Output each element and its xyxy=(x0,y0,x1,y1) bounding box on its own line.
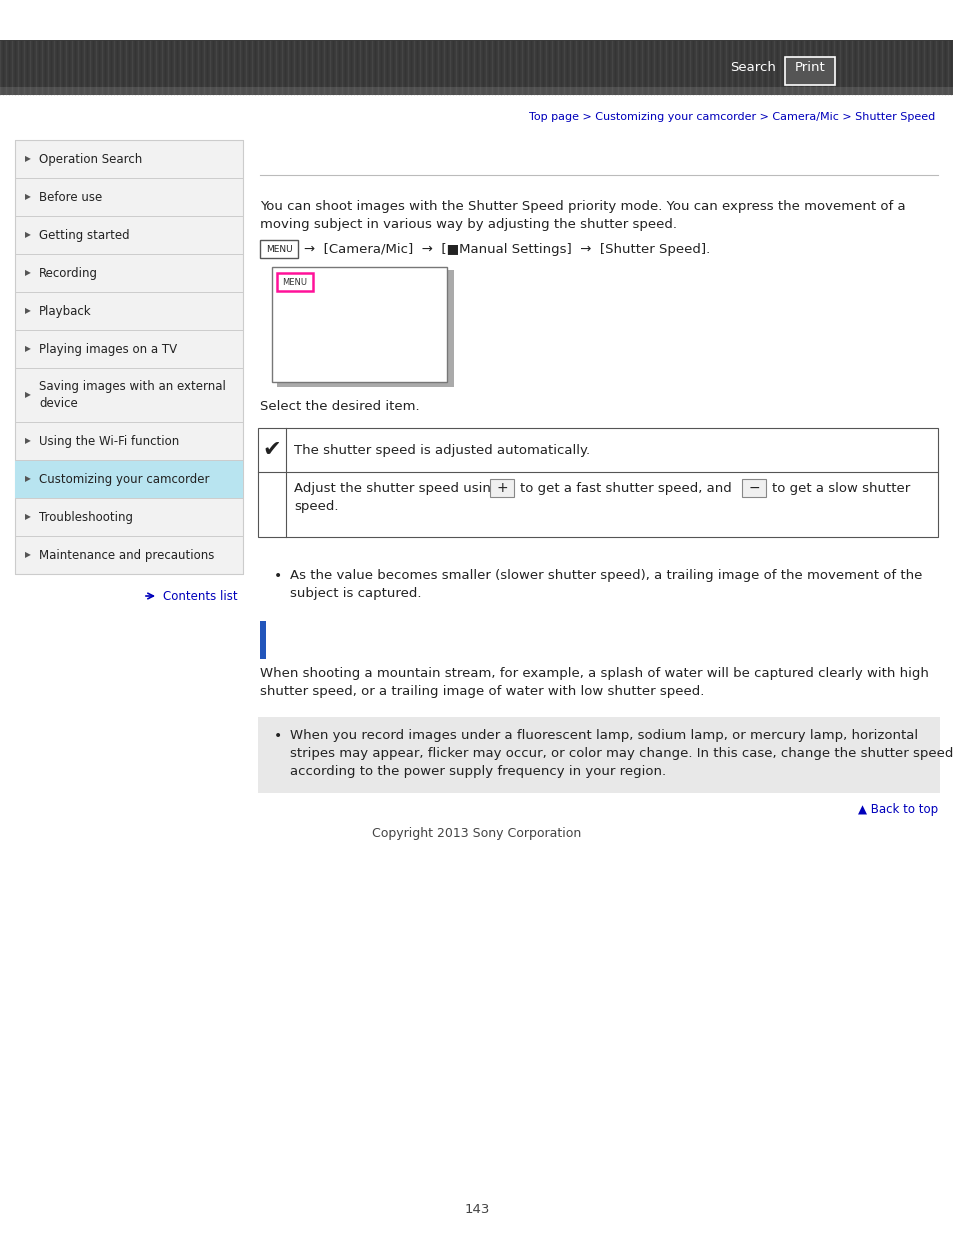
Bar xyxy=(272,267,447,382)
Text: shutter speed, or a trailing image of water with low shutter speed.: shutter speed, or a trailing image of wa… xyxy=(260,685,703,698)
Bar xyxy=(784,57,834,85)
Text: ▶: ▶ xyxy=(25,231,30,240)
Text: +: + xyxy=(496,480,507,495)
Text: Contents list: Contents list xyxy=(163,589,237,603)
Text: ▶: ▶ xyxy=(25,436,30,446)
Text: ▶: ▶ xyxy=(25,474,30,483)
Text: Saving images with an external
device: Saving images with an external device xyxy=(39,380,226,410)
Text: Operation Search: Operation Search xyxy=(39,152,142,165)
Text: Recording: Recording xyxy=(39,267,98,279)
Text: The shutter speed is adjusted automatically.: The shutter speed is adjusted automatica… xyxy=(294,443,590,457)
Text: Select the desired item.: Select the desired item. xyxy=(260,400,419,412)
Text: ▶: ▶ xyxy=(25,154,30,163)
Bar xyxy=(15,140,243,574)
Text: speed.: speed. xyxy=(294,499,338,513)
Text: Playing images on a TV: Playing images on a TV xyxy=(39,342,177,356)
Bar xyxy=(490,479,514,496)
Text: ▶: ▶ xyxy=(25,513,30,521)
Text: moving subject in various way by adjusting the shutter speed.: moving subject in various way by adjusti… xyxy=(260,219,677,231)
Bar xyxy=(257,718,939,793)
Text: Using the Wi-Fi function: Using the Wi-Fi function xyxy=(39,435,179,447)
Text: Troubleshooting: Troubleshooting xyxy=(39,510,132,524)
Text: Before use: Before use xyxy=(39,190,102,204)
Text: stripes may appear, flicker may occur, or color may change. In this case, change: stripes may appear, flicker may occur, o… xyxy=(290,747,952,760)
Text: Playback: Playback xyxy=(39,305,91,317)
Text: ▲ Back to top: ▲ Back to top xyxy=(857,803,937,815)
Bar xyxy=(276,270,454,387)
Text: subject is captured.: subject is captured. xyxy=(290,587,421,600)
Bar xyxy=(0,40,953,95)
Text: 143: 143 xyxy=(464,1203,489,1216)
Text: Top page > Customizing your camcorder > Camera/Mic > Shutter Speed: Top page > Customizing your camcorder > … xyxy=(528,112,934,122)
Text: to get a slow shutter: to get a slow shutter xyxy=(771,482,909,494)
Text: ▶: ▶ xyxy=(25,390,30,399)
Text: ▶: ▶ xyxy=(25,306,30,315)
Bar xyxy=(257,429,937,537)
Bar xyxy=(741,479,765,496)
Text: ▶: ▶ xyxy=(25,193,30,201)
Text: Copyright 2013 Sony Corporation: Copyright 2013 Sony Corporation xyxy=(372,827,581,841)
Text: You can shoot images with the Shutter Speed priority mode. You can express the m: You can shoot images with the Shutter Sp… xyxy=(260,200,904,212)
Text: →  [Camera/Mic]  →  [■Manual Settings]  →  [Shutter Speed].: → [Camera/Mic] → [■Manual Settings] → [S… xyxy=(304,242,709,256)
Text: •: • xyxy=(274,729,282,743)
Bar xyxy=(276,273,313,291)
Text: ▶: ▶ xyxy=(25,551,30,559)
Text: to get a fast shutter speed, and: to get a fast shutter speed, and xyxy=(519,482,731,494)
Text: When you record images under a fluorescent lamp, sodium lamp, or mercury lamp, h: When you record images under a fluoresce… xyxy=(290,729,917,742)
Text: MENU: MENU xyxy=(265,245,292,253)
Text: MENU: MENU xyxy=(282,278,307,287)
Text: Search: Search xyxy=(729,61,775,74)
Bar xyxy=(15,459,243,498)
Text: ✔: ✔ xyxy=(262,440,281,459)
Text: As the value becomes smaller (slower shutter speed), a trailing image of the mov: As the value becomes smaller (slower shu… xyxy=(290,569,922,582)
Text: Customizing your camcorder: Customizing your camcorder xyxy=(39,473,210,485)
Text: When shooting a mountain stream, for example, a splash of water will be captured: When shooting a mountain stream, for exa… xyxy=(260,667,928,680)
Bar xyxy=(260,240,297,258)
Bar xyxy=(0,86,953,95)
Text: •: • xyxy=(274,569,282,583)
Text: Getting started: Getting started xyxy=(39,228,130,242)
Bar xyxy=(260,621,266,659)
Text: Print: Print xyxy=(794,61,824,74)
Text: Adjust the shutter speed using: Adjust the shutter speed using xyxy=(294,482,498,494)
Text: according to the power supply frequency in your region.: according to the power supply frequency … xyxy=(290,764,665,778)
Text: Maintenance and precautions: Maintenance and precautions xyxy=(39,548,214,562)
Text: ▶: ▶ xyxy=(25,345,30,353)
Text: −: − xyxy=(747,480,759,495)
Text: ▶: ▶ xyxy=(25,268,30,278)
